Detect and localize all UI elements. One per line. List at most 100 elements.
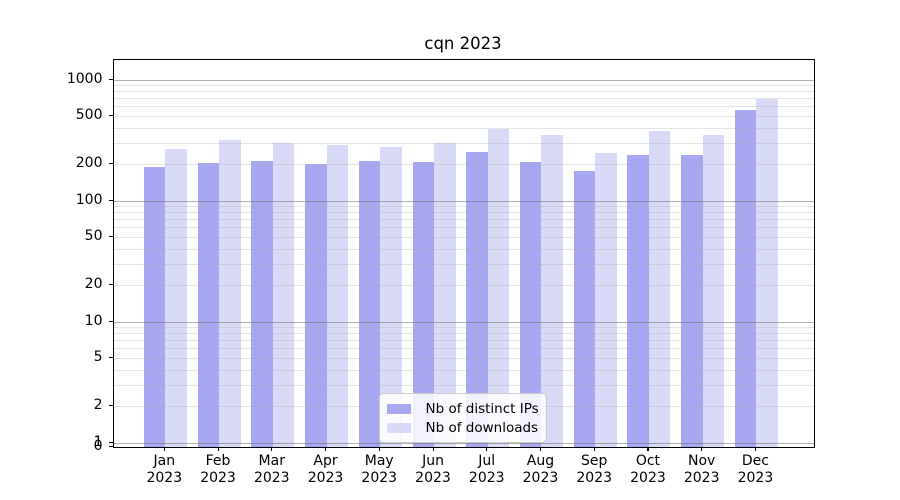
y-tick	[108, 284, 113, 286]
bar-distinct-ips-jan	[143, 167, 166, 447]
bar-downloads-may	[380, 147, 402, 447]
gridline-minor	[113, 285, 814, 287]
legend-item-downloads: Nb of downloads	[386, 418, 538, 437]
x-tick-label: May 2023	[361, 453, 398, 486]
legend: Nb of distinct IPs Nb of downloads	[378, 393, 547, 443]
x-tick	[217, 447, 219, 451]
x-tick	[271, 447, 273, 451]
bar-downloads-dec	[756, 98, 778, 447]
bar-downloads-nov	[702, 135, 725, 447]
bar-distinct-ips-mar	[251, 161, 273, 447]
gridline-minor	[113, 357, 814, 359]
bar-downloads-jan	[165, 148, 187, 447]
y-tick-label: 500	[75, 106, 103, 123]
gridline-major	[113, 79, 814, 81]
bar-downloads-jul	[487, 128, 510, 447]
y-tick-label: 10	[84, 312, 103, 329]
y-tick-label: 0	[93, 437, 103, 454]
bar-downloads-apr	[326, 144, 349, 447]
legend-label-distinct-ips: Nb of distinct IPs	[425, 400, 539, 417]
x-tick	[325, 447, 327, 451]
gridline-minor	[113, 212, 814, 214]
bar-distinct-ips-jul	[466, 151, 488, 447]
gridline-minor	[113, 236, 814, 238]
bar-distinct-ips-feb	[197, 162, 220, 447]
bar-distinct-ips-sep	[573, 171, 596, 447]
gridline-minor	[113, 333, 814, 335]
y-tick	[108, 163, 113, 165]
y-tick-label: 50	[84, 227, 103, 244]
x-tick-label: Sep 2023	[576, 453, 613, 486]
bar-distinct-ips-apr	[305, 164, 327, 447]
bar-distinct-ips-oct	[627, 155, 649, 447]
y-tick-label: 1	[93, 433, 103, 450]
gridline-minor	[113, 340, 814, 342]
bar-downloads-sep	[595, 153, 617, 447]
x-tick-label: Aug 2023	[522, 453, 559, 486]
x-tick	[163, 447, 165, 451]
bar-downloads-feb	[219, 140, 241, 447]
y-tick	[108, 441, 113, 443]
x-tick-label: Apr 2023	[307, 453, 344, 486]
gridline-minor	[113, 98, 814, 100]
x-tick	[701, 447, 703, 451]
plot-area: Nb of distinct IPs Nb of downloads	[112, 59, 815, 448]
y-tick-label: 20	[84, 276, 103, 293]
y-tick	[108, 199, 113, 201]
gridline-minor	[113, 248, 814, 250]
gridline-minor	[113, 384, 814, 386]
gridline-minor	[113, 206, 814, 208]
gridline-minor	[113, 127, 814, 129]
bar-distinct-ips-nov	[681, 155, 703, 447]
gridline-minor	[113, 369, 814, 371]
y-tick-label: 1000	[66, 70, 103, 87]
gridline-minor	[113, 91, 814, 93]
bar-downloads-oct	[648, 131, 671, 447]
y-tick	[108, 405, 113, 407]
legend-item-distinct-ips: Nb of distinct IPs	[386, 399, 539, 418]
x-tick	[486, 447, 488, 451]
y-tick	[108, 320, 113, 322]
gridline-minor	[113, 227, 814, 229]
x-tick	[378, 447, 380, 451]
bar-downloads-jun	[434, 143, 456, 447]
x-tick-label: Oct 2023	[630, 453, 666, 486]
bar-downloads-aug	[541, 135, 563, 447]
y-tick	[108, 114, 113, 117]
y-tick	[108, 78, 113, 80]
x-tick-label: Mar 2023	[253, 453, 290, 486]
x-tick	[593, 447, 595, 451]
x-tick-label: Jan 2023	[146, 453, 183, 486]
gridline-minor	[113, 142, 814, 144]
y-tick	[108, 356, 113, 359]
gridline-minor	[113, 348, 814, 350]
y-tick-label: 2	[93, 397, 103, 414]
bar-downloads-mar	[272, 143, 295, 447]
x-tick	[647, 447, 649, 451]
bar-distinct-ips-dec	[734, 110, 757, 447]
y-tick	[108, 445, 113, 447]
gridline-minor	[113, 106, 814, 108]
bar-distinct-ips-may	[358, 160, 381, 447]
x-tick	[539, 447, 542, 451]
y-tick	[108, 235, 113, 238]
gridline-minor	[113, 85, 814, 87]
gridline-minor	[113, 115, 814, 117]
legend-swatch-downloads	[386, 422, 411, 433]
bar-distinct-ips-aug	[519, 162, 542, 447]
y-tick-label: 200	[75, 155, 103, 172]
gridline-major	[113, 442, 814, 444]
x-tick-label: Feb 2023	[200, 453, 236, 486]
gridline-minor	[113, 164, 814, 166]
gridline-minor	[113, 327, 814, 329]
x-tick	[754, 447, 757, 451]
bar-distinct-ips-jun	[412, 162, 434, 447]
gridline-minor	[113, 263, 814, 265]
x-tick-label: Dec 2023	[737, 453, 774, 486]
x-tick-label: Jul 2023	[468, 453, 505, 486]
x-tick	[432, 447, 434, 451]
x-tick-label: Jun 2023	[415, 453, 451, 486]
x-tick-label: Nov 2023	[683, 453, 720, 486]
y-tick-label: 5	[93, 348, 103, 365]
